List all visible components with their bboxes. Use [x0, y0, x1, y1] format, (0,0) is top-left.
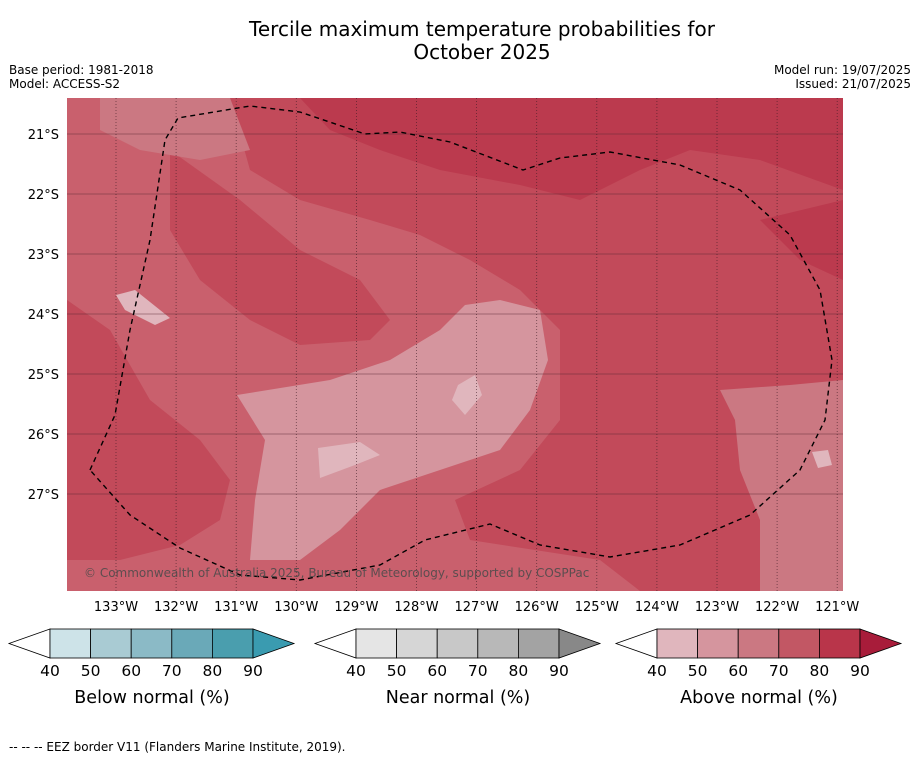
colorbar-3: 40 50 60 70 80 90 Above normal (%) — [614, 628, 903, 708]
lon-tick-label: 125°W — [575, 600, 619, 615]
field-band-40-50-a — [318, 442, 380, 478]
colorbar-extend-max — [252, 628, 296, 659]
colorbar-extend-max — [558, 628, 602, 659]
colorbar-segment — [396, 628, 438, 659]
lon-tick-label: 129°W — [334, 600, 378, 615]
colorbar-segment — [211, 628, 254, 659]
colorbar-tick: 60 — [427, 662, 447, 680]
colorbar-tick: 50 — [81, 662, 101, 680]
colorbar-tick: 50 — [688, 662, 708, 680]
latitude-labels: 21°S 22°S 23°S 24°S 25°S 26°S 27°S — [28, 128, 59, 503]
lon-tick-label: 131°W — [214, 600, 258, 615]
colorbar-tick: 40 — [40, 662, 60, 680]
copyright-notice: © Commonwealth of Australia 2025, Bureau… — [84, 566, 589, 580]
meta-right: Model run: 19/07/2025 Issued: 21/07/2025 — [774, 63, 911, 91]
colorbar-tick: 50 — [387, 662, 407, 680]
probability-field — [67, 98, 843, 591]
colorbar-tick: 90 — [549, 662, 569, 680]
colorbar-tick: 70 — [769, 662, 789, 680]
eez-border — [89, 105, 833, 581]
field-band-80-90-top — [300, 98, 843, 200]
lat-tick-label: 25°S — [28, 368, 59, 383]
lat-tick-label: 26°S — [28, 428, 59, 443]
colorbar-segment — [697, 628, 739, 659]
title-line-2: October 2025 — [413, 40, 551, 64]
field-band-70-80 — [230, 98, 843, 591]
colorbar-segment — [171, 628, 213, 659]
colorbar-tick: 40 — [647, 662, 667, 680]
colorbar-tick: 80 — [203, 662, 223, 680]
colorbar-tick: 90 — [243, 662, 263, 680]
colorbar-segment — [819, 628, 861, 659]
colorbar-segment — [518, 628, 560, 659]
colorbar-segment — [656, 628, 698, 659]
lon-tick-label: 127°W — [455, 600, 499, 615]
base-period: Base period: 1981-2018 — [9, 63, 154, 77]
colorbar-segment — [90, 628, 132, 659]
lon-tick-label: 132°W — [154, 600, 198, 615]
colorbar-extend-min — [7, 628, 51, 659]
field-east-60-70 — [720, 380, 843, 591]
model-name: Model: ACCESS-S2 — [9, 77, 121, 91]
field-central-70-80 — [170, 150, 390, 345]
colorbar-tick: 40 — [346, 662, 366, 680]
colorbar-extend-min — [614, 628, 658, 659]
model-run: Model run: 19/07/2025 — [773, 63, 911, 77]
lon-tick-label: 124°W — [635, 600, 679, 615]
field-east-spot — [812, 450, 832, 468]
field-band-40-50-c — [116, 290, 170, 325]
colorbar-label: Near normal (%) — [386, 688, 531, 708]
field-band-40-50-b — [452, 375, 482, 415]
colorbar-extend-min — [313, 628, 357, 659]
lon-tick-label: 130°W — [274, 600, 318, 615]
lat-tick-label: 23°S — [28, 248, 59, 263]
colorbar-tick: 80 — [509, 662, 529, 680]
lon-tick-label: 123°W — [695, 600, 739, 615]
lon-tick-label: 121°W — [815, 600, 859, 615]
colorbar-label: Below normal (%) — [74, 688, 229, 708]
field-band-80-90-right — [760, 200, 843, 280]
colorbar-segment — [355, 628, 397, 659]
colorbar-2: 40 50 60 70 80 90 Near normal (%) — [313, 628, 602, 708]
title-line-1: Tercile maximum temperature probabilitie… — [249, 17, 715, 41]
eez-footnote: -- -- -- EEZ border V11 (Flanders Marine… — [9, 740, 346, 754]
colorbar-extend-max — [859, 628, 903, 659]
lon-tick-label: 133°W — [94, 600, 138, 615]
colorbar-segment — [49, 628, 91, 659]
field-top-left-60-70 — [100, 98, 250, 160]
colorbar-tick: 60 — [121, 662, 141, 680]
colorbar-tick: 70 — [162, 662, 182, 680]
colorbar-segment — [477, 628, 519, 659]
colorbar-1: 40 50 60 70 80 90 Below normal (%) — [7, 628, 296, 708]
lat-tick-label: 21°S — [28, 128, 59, 143]
longitude-labels: 133°W 132°W 131°W 130°W 129°W 128°W 127°W 126°W… — [94, 600, 860, 615]
gridlines — [67, 98, 843, 591]
chart-title: Tercile maximum temperature probabilitie… — [0, 18, 919, 64]
colorbar-tick: 60 — [728, 662, 748, 680]
colorbar-label: Above normal (%) — [680, 688, 838, 708]
field-west-70-80 — [67, 300, 230, 560]
colorbar-segment — [778, 628, 820, 659]
colorbars: 40 50 60 70 80 90 Below normal (%) 40 50 60 70 80 90… — [7, 628, 903, 708]
lon-tick-label: 128°W — [394, 600, 438, 615]
colorbar-tick: 90 — [850, 662, 870, 680]
colorbar-segment — [130, 628, 173, 659]
field-band-50-60 — [237, 300, 548, 560]
lat-tick-label: 27°S — [28, 488, 59, 503]
colorbar-segment — [436, 628, 479, 659]
issued-date: Issued: 21/07/2025 — [795, 77, 911, 91]
colorbar-tick: 80 — [810, 662, 830, 680]
lat-tick-label: 24°S — [28, 308, 59, 323]
meta-left: Base period: 1981-2018 Model: ACCESS-S2 — [9, 63, 154, 91]
lat-tick-label: 22°S — [28, 188, 59, 203]
lon-tick-label: 126°W — [515, 600, 559, 615]
colorbar-tick: 70 — [468, 662, 488, 680]
colorbar-segment — [737, 628, 780, 659]
lon-tick-label: 122°W — [755, 600, 799, 615]
